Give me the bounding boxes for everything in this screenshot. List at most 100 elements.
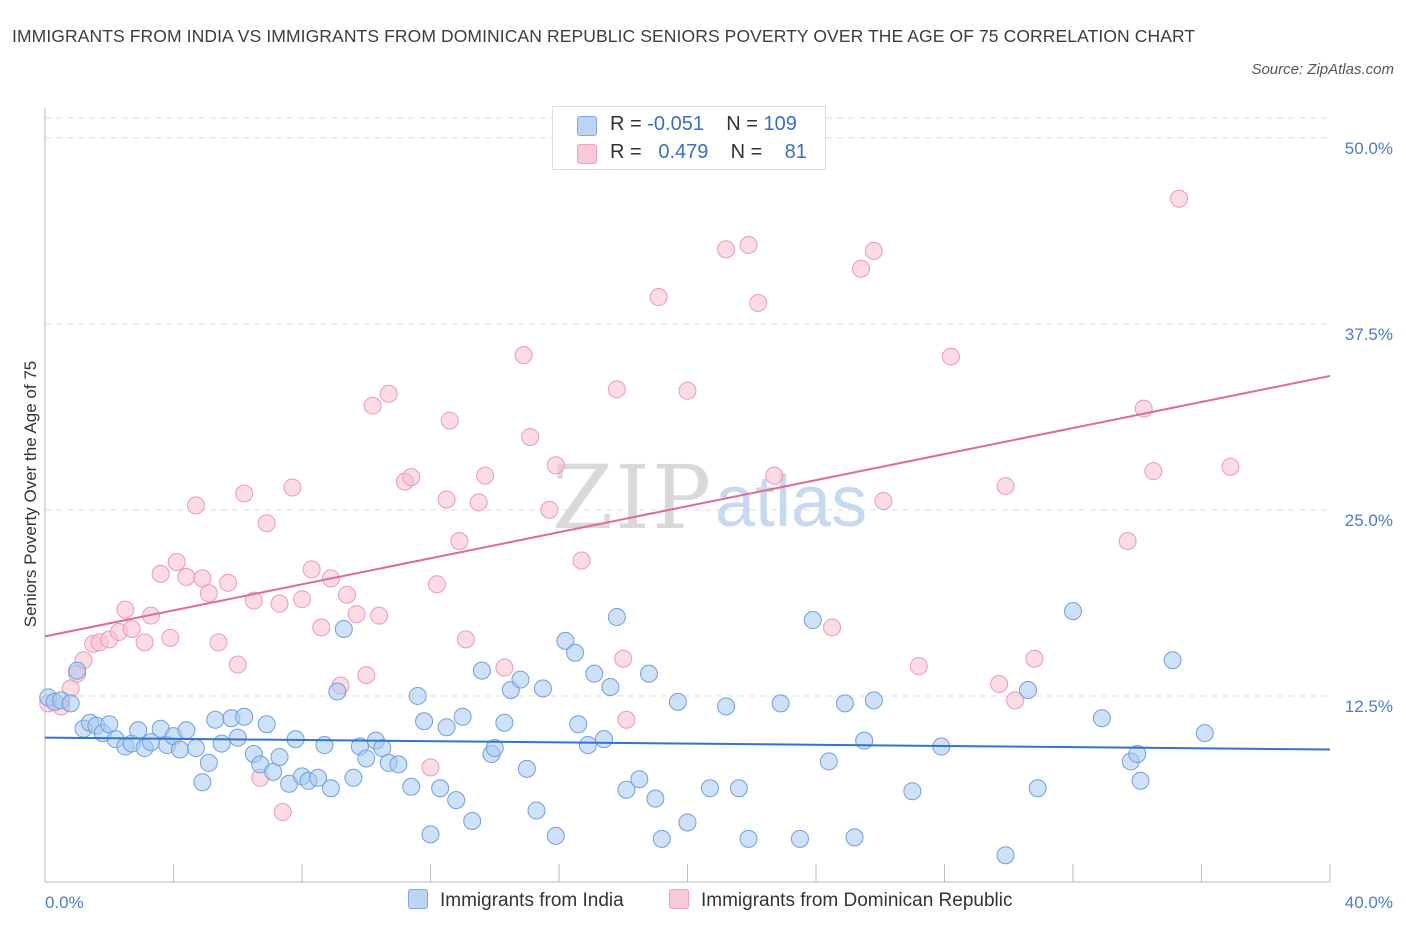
dominican-legend-swatch bbox=[669, 889, 689, 909]
dominican-point bbox=[357, 666, 376, 685]
india-point bbox=[235, 707, 254, 726]
dominican-point bbox=[739, 235, 758, 254]
india-point bbox=[652, 829, 671, 848]
india-point bbox=[607, 608, 626, 627]
r-label: R = bbox=[610, 141, 642, 163]
dominican-point bbox=[293, 590, 311, 609]
india-point bbox=[264, 762, 283, 781]
india-point bbox=[594, 730, 613, 749]
bottom-legend-dominican: Immigrants from Dominican Republic bbox=[669, 889, 1013, 912]
dominican-point bbox=[540, 500, 559, 519]
dominican-point bbox=[941, 347, 960, 366]
india-point bbox=[68, 661, 87, 680]
dominican-point bbox=[151, 564, 170, 583]
india-point bbox=[437, 718, 456, 737]
dominican-point bbox=[1118, 532, 1137, 551]
dominican-point bbox=[116, 600, 135, 619]
dominican-point bbox=[199, 584, 218, 603]
india-trend-line bbox=[44, 736, 1331, 751]
dominican-point bbox=[476, 466, 495, 485]
india-point bbox=[1131, 771, 1150, 790]
india-point bbox=[678, 813, 697, 832]
india-point bbox=[1064, 602, 1082, 621]
india-points bbox=[39, 602, 1214, 865]
india-point bbox=[334, 619, 353, 638]
dominican-point bbox=[302, 560, 321, 579]
india-point bbox=[646, 789, 665, 808]
india-point bbox=[1128, 744, 1147, 763]
dominican-point bbox=[161, 628, 180, 647]
india-point bbox=[421, 825, 440, 844]
india-point bbox=[771, 694, 790, 713]
trend-lines bbox=[44, 374, 1331, 751]
dominican-point bbox=[864, 241, 883, 260]
watermark-zip: ZIP bbox=[552, 446, 713, 549]
dominican-point bbox=[370, 606, 389, 625]
dominican-point bbox=[996, 477, 1015, 496]
chart-title: IMMIGRANTS FROM INDIA VS IMMIGRANTS FROM… bbox=[12, 26, 1196, 46]
dominican-point bbox=[219, 573, 238, 592]
india-point bbox=[453, 707, 472, 726]
india-point bbox=[357, 749, 376, 768]
r-label: R = bbox=[610, 113, 642, 135]
india-point bbox=[408, 686, 427, 705]
india-point bbox=[546, 826, 565, 845]
dominican-point bbox=[347, 605, 366, 624]
india-point bbox=[835, 694, 854, 713]
india-point bbox=[819, 752, 838, 771]
india-point bbox=[864, 691, 883, 710]
india-point bbox=[601, 678, 620, 697]
india-point bbox=[1028, 779, 1047, 798]
dominican-point bbox=[193, 569, 212, 588]
y-tick-label: 37.5% bbox=[1345, 325, 1393, 344]
india-point bbox=[389, 755, 408, 774]
y-tick-label: 12.5% bbox=[1345, 697, 1393, 716]
india-point bbox=[463, 811, 482, 830]
dominican-point bbox=[427, 575, 446, 594]
india-point bbox=[447, 791, 466, 810]
legend-text-dominican: R = 0.479 N = 81 bbox=[610, 141, 807, 164]
dominican-point bbox=[363, 396, 382, 415]
dominican-point bbox=[1025, 649, 1044, 668]
dominican-point bbox=[456, 630, 475, 649]
n-label: N = bbox=[730, 141, 763, 163]
dominican-point bbox=[440, 411, 459, 430]
dominican-point bbox=[235, 484, 254, 503]
india-point bbox=[1163, 651, 1182, 670]
dominican-point bbox=[990, 675, 1009, 694]
india-point bbox=[700, 779, 719, 798]
dominican-point bbox=[283, 478, 302, 497]
india-point bbox=[228, 728, 247, 747]
india-point bbox=[257, 715, 276, 734]
india-point bbox=[193, 773, 212, 792]
india-point bbox=[1092, 709, 1111, 728]
india-point bbox=[517, 759, 536, 778]
dominican-point bbox=[678, 381, 697, 400]
india-point bbox=[1019, 680, 1038, 699]
dominican-point bbox=[874, 491, 893, 510]
dominican-point bbox=[379, 384, 398, 403]
dominican-point bbox=[167, 552, 186, 571]
y-tick-label: 25.0% bbox=[1345, 511, 1393, 530]
dominican-point bbox=[228, 655, 247, 674]
india-point bbox=[855, 731, 874, 750]
india-point bbox=[100, 715, 119, 734]
dominican-point bbox=[749, 293, 768, 312]
x-tick-label: 40.0% bbox=[1345, 893, 1393, 912]
india-point bbox=[186, 739, 205, 758]
india-point bbox=[321, 779, 340, 798]
dominican-point bbox=[209, 633, 228, 652]
dominican-point bbox=[851, 259, 870, 278]
india-point bbox=[585, 664, 604, 683]
india-point bbox=[472, 661, 491, 680]
india-point bbox=[1195, 724, 1214, 743]
y-tick-labels: 12.5% 25.0% 37.5% 50.0% bbox=[1345, 139, 1393, 716]
dominican-point bbox=[649, 288, 668, 307]
y-tick-label: 50.0% bbox=[1345, 139, 1393, 158]
india-point bbox=[402, 777, 421, 796]
legend-text-india: R = -0.051 N = 109 bbox=[610, 113, 797, 136]
axes bbox=[44, 108, 1331, 883]
correlation-legend: R = -0.051 N = 109 R = 0.479 N = 81 bbox=[552, 106, 826, 170]
india-point bbox=[177, 721, 196, 740]
india-point bbox=[533, 679, 552, 698]
